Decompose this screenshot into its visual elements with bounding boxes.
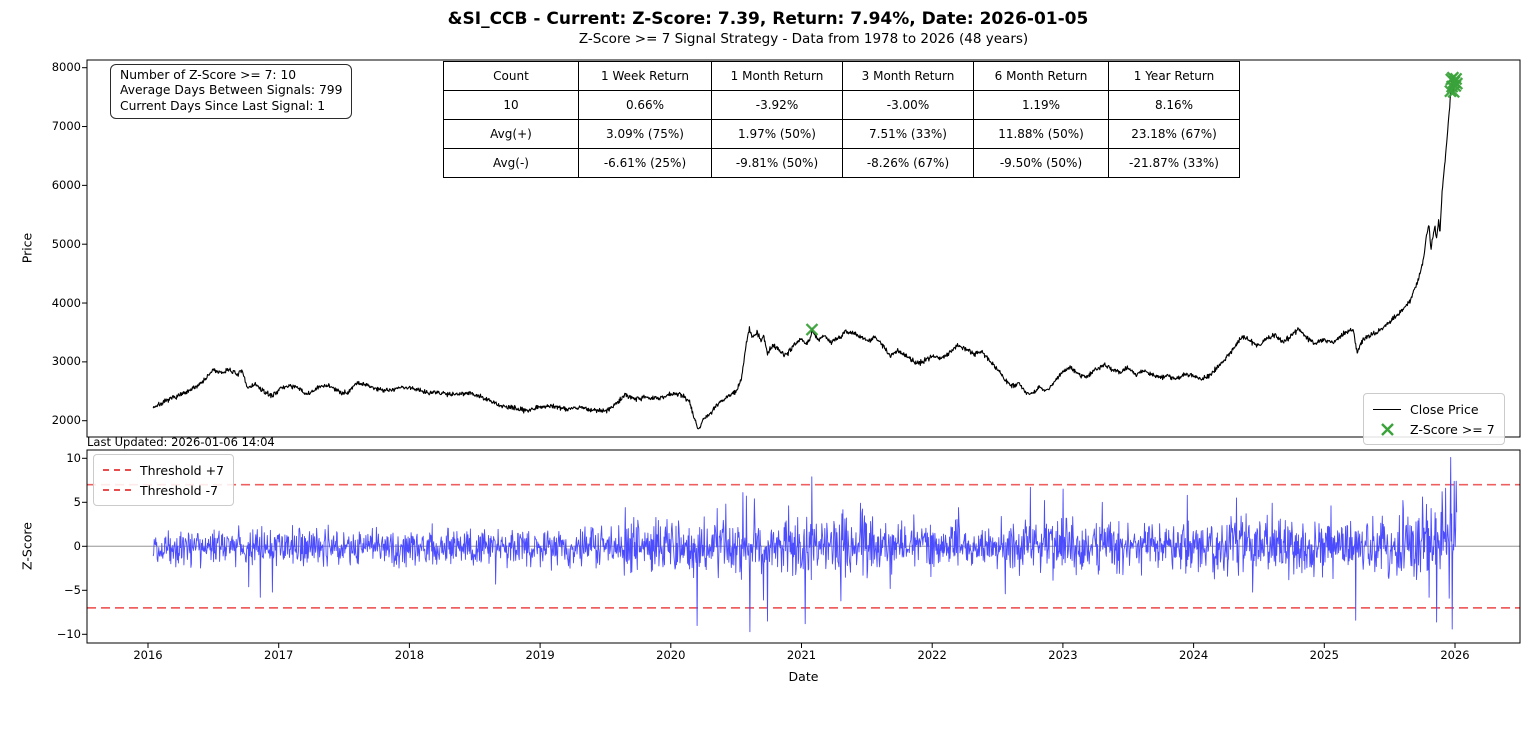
table-row: 10 0.66% -3.92% -3.00% 1.19% 8.16% — [443, 90, 1240, 120]
table-header-cell: 1 Week Return — [578, 61, 712, 91]
table-cell: Avg(-) — [443, 148, 579, 178]
chart-subtitle: Z-Score >= 7 Signal Strategy - Data from… — [578, 31, 1029, 47]
table-cell: 11.88% (50%) — [973, 119, 1109, 149]
table-cell: -9.50% (50%) — [973, 148, 1109, 178]
zscore-ytick-label: 5 — [73, 494, 81, 509]
price-ytick-label: 4000 — [51, 295, 81, 310]
x-tick-label: 2022 — [917, 648, 947, 662]
x-tick-label: 2018 — [394, 648, 425, 662]
signal-info-box: Number of Z-Score >= 7: 10 Average Days … — [110, 64, 353, 120]
price-ytick-label: 5000 — [51, 236, 81, 251]
table-cell: 8.16% — [1108, 90, 1240, 120]
x-tick-label: 2020 — [656, 648, 686, 662]
price-legend: Close Price Z-Score >= 7 — [1363, 393, 1505, 445]
legend-entry-signal: Z-Score >= 7 — [1373, 419, 1495, 439]
legend-entry-threshold-minus: Threshold -7 — [103, 480, 224, 500]
table-cell: -21.87% (33%) — [1108, 148, 1240, 178]
table-header-cell: 6 Month Return — [973, 61, 1109, 91]
table-cell: 1.97% (50%) — [711, 119, 843, 149]
price-ytick-label: 3000 — [51, 354, 81, 369]
table-cell: -9.81% (50%) — [711, 148, 843, 178]
close-price-line-sample — [1373, 408, 1401, 410]
table-row: Avg(+) 3.09% (75%) 1.97% (50%) 7.51% (33%) 1… — [443, 119, 1240, 149]
x-tick-label: 2025 — [1309, 648, 1339, 662]
price-ytick-label: 2000 — [51, 413, 81, 428]
table-cell: -3.92% — [711, 90, 843, 120]
price-ytick-label: 8000 — [51, 60, 81, 75]
table-cell: Avg(+) — [443, 119, 579, 149]
table-cell: -3.00% — [842, 90, 974, 120]
info-line-signal-count: Number of Z-Score >= 7: 10 — [120, 68, 297, 82]
page-title: &SI_CCB - Current: Z-Score: 7.39, Return… — [447, 9, 1089, 29]
zscore-ytick-label: −10 — [56, 626, 81, 641]
table-cell: 10 — [443, 90, 579, 120]
last-updated-text: Last Updated: 2026-01-06 14:04 — [87, 435, 275, 449]
table-cell: 7.51% (33%) — [842, 119, 974, 149]
x-tick-label: 2026 — [1440, 648, 1470, 662]
zscore-ytick-label: 10 — [66, 450, 81, 465]
legend-entry-threshold-plus: Threshold +7 — [103, 460, 224, 480]
info-line-days-since: Current Days Since Last Signal: 1 — [120, 98, 326, 113]
threshold-plus-dash-sample — [103, 469, 131, 471]
table-cell: 23.18% (67%) — [1108, 119, 1240, 149]
table-cell: 3.09% (75%) — [578, 119, 712, 149]
table-header-cell: Count — [443, 61, 579, 91]
threshold-minus-dash-sample — [103, 489, 131, 491]
legend-label-close-price: Close Price — [1410, 401, 1479, 417]
x-tick-label: 2019 — [525, 648, 555, 662]
table-header-cell: 3 Month Return — [842, 61, 974, 91]
x-tick-label: 2021 — [786, 648, 817, 662]
legend-label-threshold-minus: Threshold -7 — [140, 482, 219, 498]
info-line-avg-days: Average Days Between Signals: 799 — [120, 83, 343, 98]
table-cell: 0.66% — [578, 90, 712, 120]
x-tick-label: 2024 — [1178, 648, 1209, 662]
table-cell: -6.61% (25%) — [578, 148, 712, 178]
table-header-cell: 1 Year Return — [1108, 61, 1240, 91]
legend-label-signal: Z-Score >= 7 — [1410, 421, 1495, 437]
threshold-legend: Threshold +7 Threshold -7 — [93, 454, 235, 506]
zscore-ytick-label: −5 — [64, 582, 81, 597]
x-marker-icon — [1373, 422, 1401, 437]
table-row: Avg(-) -6.61% (25%) -9.81% (50%) -8.26% (67… — [443, 148, 1240, 178]
table-header-cell: 1 Month Return — [711, 61, 843, 91]
table-header-row: Count 1 Week Return 1 Month Return 3 Month … — [443, 61, 1240, 91]
price-ytick-label: 6000 — [51, 177, 81, 192]
legend-label-threshold-plus: Threshold +7 — [140, 462, 225, 478]
price-ytick-label: 7000 — [51, 119, 81, 134]
table-cell: 1.19% — [973, 90, 1109, 120]
date-axis-label: Date — [788, 669, 819, 684]
zscore-ytick-label: 0 — [73, 538, 81, 553]
legend-entry-close-price: Close Price — [1373, 399, 1495, 419]
x-tick-label: 2023 — [1048, 648, 1078, 662]
table-cell: -8.26% (67%) — [842, 148, 974, 178]
x-tick-label: 2017 — [264, 648, 294, 662]
x-tick-label: 2016 — [133, 648, 163, 662]
returns-table: Count 1 Week Return 1 Month Return 3 Month … — [443, 61, 1240, 178]
